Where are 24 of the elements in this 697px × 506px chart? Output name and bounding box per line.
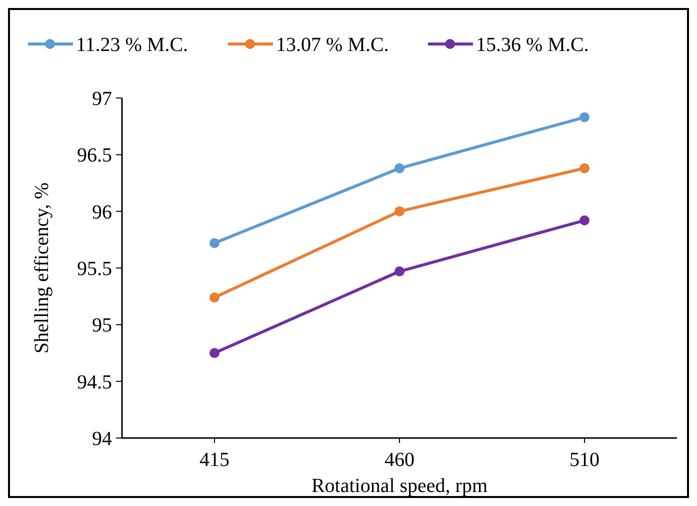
- y-tick-label: 96.5: [77, 144, 112, 167]
- x-tick-label: 415: [200, 449, 230, 471]
- point: [580, 163, 590, 174]
- y-tick-label: 95: [92, 314, 112, 337]
- y-axis-title: Shelling efficency, %: [31, 182, 53, 354]
- point: [394, 163, 404, 174]
- point: [580, 112, 590, 122]
- point: [210, 348, 220, 358]
- point: [394, 266, 404, 276]
- y-tick-label: 96: [92, 201, 112, 224]
- point: [210, 238, 220, 248]
- legend-label: 13.07 % M.C.: [276, 34, 389, 56]
- point: [580, 215, 590, 226]
- y-tick-label: 97: [92, 88, 112, 110]
- point: [210, 292, 220, 302]
- y-tick-label: 94: [92, 428, 112, 450]
- x-tick-label: 510: [570, 449, 600, 471]
- y-tick-label: 94.5: [77, 371, 112, 394]
- legend-label: 15.36 % M.C.: [476, 34, 589, 56]
- x-tick-label: 460: [384, 449, 414, 471]
- x-axis-title: Rotational speed, rpm: [311, 475, 488, 497]
- point: [394, 206, 404, 216]
- legend-label: 11.23 % M.C.: [76, 34, 188, 56]
- y-tick-label: 95.5: [77, 258, 112, 280]
